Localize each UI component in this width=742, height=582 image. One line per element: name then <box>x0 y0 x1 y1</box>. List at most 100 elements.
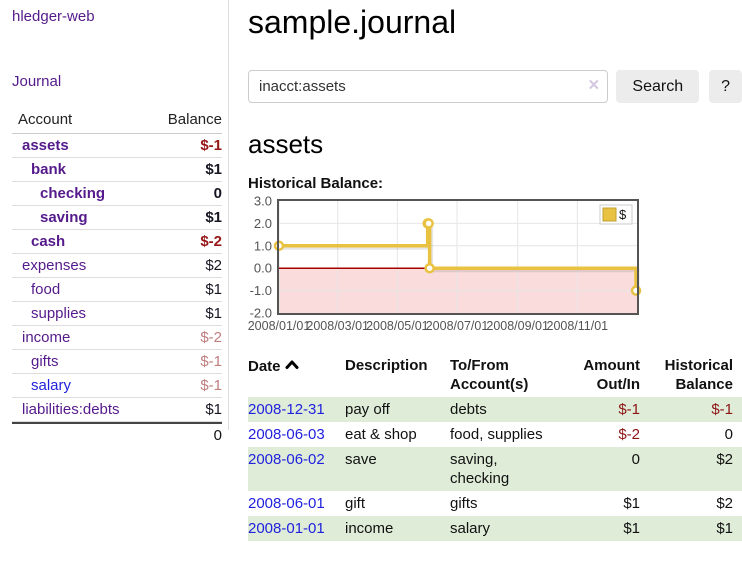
transaction-amount: $1 <box>623 520 640 537</box>
help-button[interactable]: ? <box>709 70 742 103</box>
svg-text:2.0: 2.0 <box>254 216 272 231</box>
svg-text:-2.0: -2.0 <box>250 306 272 321</box>
sidebar-account-link[interactable]: supplies <box>31 305 87 322</box>
transaction-accounts: saving, checking <box>450 451 510 487</box>
description-column-header: Description <box>345 357 428 374</box>
accounts-column-header: To/From Account(s) <box>450 357 529 393</box>
account-balance: $-2 <box>200 329 222 346</box>
transaction-date-link[interactable]: 2008-12-31 <box>248 401 325 418</box>
transaction-description: save <box>345 451 377 468</box>
account-row: supplies $1 <box>12 302 222 326</box>
account-row: assets $-1 <box>12 134 222 158</box>
sidebar-account-link[interactable]: cash <box>31 233 66 250</box>
balance-column-header: Historical Balance <box>664 357 733 393</box>
account-balance: $-1 <box>200 353 222 370</box>
transaction-amount: $-1 <box>618 401 640 418</box>
transaction-description: income <box>345 520 394 537</box>
account-row: liabilities:debts $1 <box>12 398 222 422</box>
transaction-balance: $1 <box>716 520 733 537</box>
transaction-date-link[interactable]: 2008-06-02 <box>248 451 325 468</box>
historical-balance-chart: $3.0 2.0 1.0 0.0 -1.0 -2.02008/01/012008/03/0… <box>248 194 642 333</box>
transactions-header-row: Date Description To/From Account(s) Amou… <box>248 354 742 397</box>
account-row: gifts $-1 <box>12 350 222 374</box>
transaction-description: eat & shop <box>345 426 417 443</box>
account-row: cash $-2 <box>12 230 222 254</box>
transaction-row: 2008-06-02 save saving, checking 0 $2 <box>248 447 742 491</box>
transaction-balance: $-1 <box>711 401 733 418</box>
total-balance: 0 <box>213 427 222 444</box>
transaction-date-link[interactable]: 2008-06-03 <box>248 426 325 443</box>
sidebar-account-link[interactable]: liabilities:debts <box>22 401 120 418</box>
account-row: checking 0 <box>12 182 222 206</box>
transaction-description: gift <box>345 495 366 512</box>
account-row: expenses $2 <box>12 254 222 278</box>
svg-text:-1.0: -1.0 <box>250 283 272 298</box>
search-button[interactable]: Search <box>616 70 700 103</box>
svg-text:3.0: 3.0 <box>254 194 272 209</box>
svg-text:2008/01/01: 2008/01/01 <box>248 319 310 333</box>
transaction-row: 2008-01-01 income salary $1 $1 <box>248 516 742 541</box>
transaction-accounts: food, supplies <box>450 426 543 443</box>
page-title: sample.journal <box>248 4 457 40</box>
account-balance: $2 <box>205 257 222 274</box>
account-row: saving $1 <box>12 206 222 230</box>
account-row: salary $-1 <box>12 374 222 398</box>
balance-column-header: Balance <box>167 111 222 128</box>
svg-text:1.0: 1.0 <box>254 238 272 253</box>
transaction-amount: 0 <box>631 451 640 468</box>
account-balance: 0 <box>213 185 222 202</box>
sidebar-account-link[interactable]: checking <box>40 185 106 202</box>
transaction-amount: $1 <box>623 495 640 512</box>
svg-text:2008/09/01: 2008/09/01 <box>486 319 549 333</box>
search-input[interactable] <box>248 70 609 103</box>
transaction-amount: $-2 <box>618 426 640 443</box>
account-balance-table: Account Balance assets $-1 bank $1 checking 0… <box>12 107 222 447</box>
transaction-row: 2008-06-03 eat & shop food, supplies $-2 0 <box>248 422 742 447</box>
main-content: sample.journal × Search ? assets Histori… <box>248 0 742 541</box>
sort-ascending-icon <box>285 356 299 375</box>
transaction-accounts: gifts <box>450 495 478 512</box>
svg-text:2008/05/01: 2008/05/01 <box>366 319 429 333</box>
sidebar-account-link[interactable]: saving <box>40 209 88 226</box>
app-title-link[interactable]: hledger-web <box>12 8 95 25</box>
account-balance: $-1 <box>200 377 222 394</box>
amount-column-header: Amount Out/In <box>583 357 640 393</box>
sidebar-item-journal[interactable]: Journal <box>12 73 62 90</box>
sidebar-account-link[interactable]: assets <box>22 137 69 154</box>
account-balance: $1 <box>205 209 222 226</box>
search-form: × Search ? <box>248 70 742 103</box>
transaction-accounts: salary <box>450 520 491 537</box>
sidebar-account-rows: assets $-1 bank $1 checking 0 saving $1 cash $-2 e… <box>12 134 222 422</box>
search-input-wrap: × <box>248 70 609 103</box>
svg-text:0.0: 0.0 <box>254 261 272 276</box>
sidebar-account-link[interactable]: food <box>31 281 61 298</box>
sidebar-account-link[interactable]: salary <box>31 377 72 394</box>
clear-search-icon[interactable]: × <box>588 75 600 96</box>
transaction-balance: $2 <box>716 495 733 512</box>
svg-text:2008/07/01: 2008/07/01 <box>426 319 489 333</box>
transaction-description: pay off <box>345 401 390 418</box>
transaction-date-link[interactable]: 2008-06-01 <box>248 495 325 512</box>
account-section-title: assets <box>248 129 324 159</box>
sidebar-account-link[interactable]: bank <box>31 161 67 178</box>
account-row: food $1 <box>12 278 222 302</box>
account-balance: $-2 <box>200 233 222 250</box>
sidebar-account-link[interactable]: income <box>22 329 71 346</box>
transaction-balance: $2 <box>716 451 733 468</box>
transaction-date-link[interactable]: 2008-01-01 <box>248 520 325 537</box>
transaction-balance: 0 <box>724 426 733 443</box>
account-row: income $-2 <box>12 326 222 350</box>
transactions-table: Date Description To/From Account(s) Amou… <box>248 354 742 541</box>
account-balance: $-1 <box>200 137 222 154</box>
sidebar-account-link[interactable]: expenses <box>22 257 87 274</box>
sidebar-account-link[interactable]: gifts <box>31 353 59 370</box>
account-column-header: Account <box>18 111 73 128</box>
transaction-row: 2008-06-01 gift gifts $1 $2 <box>248 491 742 516</box>
sidebar: hledger-web Journal Account Balance asse… <box>0 0 228 447</box>
transaction-accounts: debts <box>450 401 487 418</box>
svg-text:2008/11/01: 2008/11/01 <box>547 319 609 333</box>
account-table-header: Account Balance <box>12 107 222 134</box>
date-column-header[interactable]: Date <box>248 354 345 397</box>
svg-text:$: $ <box>619 207 627 222</box>
chart-label: Historical Balance: <box>248 175 384 192</box>
